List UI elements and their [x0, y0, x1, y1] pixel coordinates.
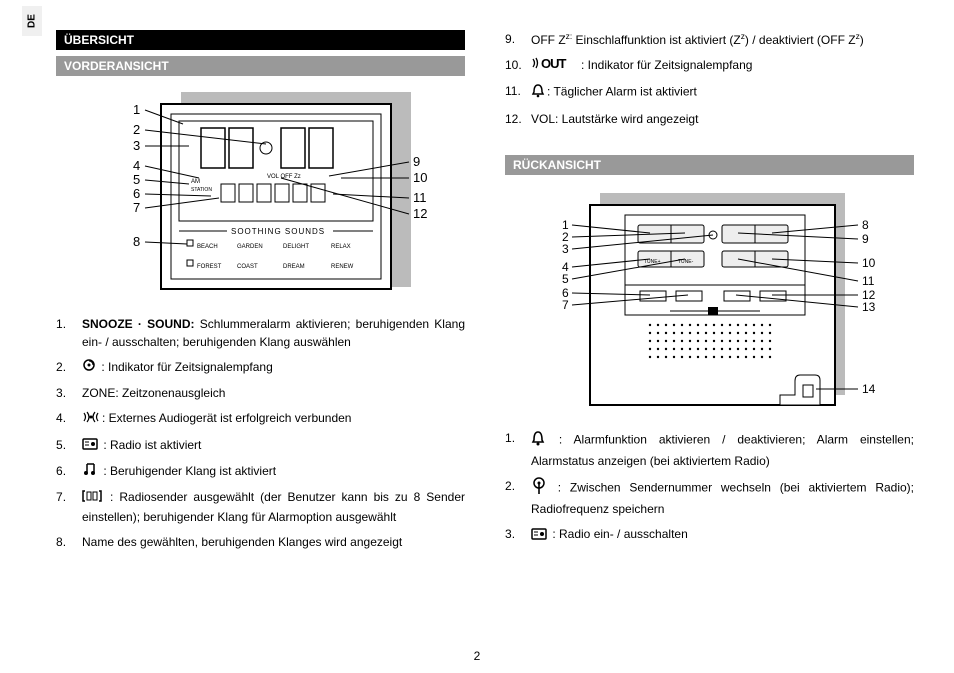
svg-text:9: 9 — [413, 154, 420, 169]
svg-text:RELAX: RELAX — [331, 244, 351, 250]
item-text: OFF Zz: Einschlaffunktion ist aktiviert … — [531, 33, 864, 47]
svg-text:3: 3 — [133, 138, 140, 153]
list-item: : Alarmfunktion aktivieren / deaktiviere… — [505, 429, 914, 470]
svg-text:7: 7 — [133, 200, 140, 215]
left-column: ÜBERSICHT VORDERANSICHT AM STATION — [56, 30, 465, 558]
item-text: Name des gewählten, beruhigenden Klanges… — [82, 535, 402, 549]
svg-text:12: 12 — [413, 206, 427, 221]
item-text: ZONE: Zeitzonenausgleich — [82, 386, 225, 400]
list-item: : Beruhigender Klang ist aktiviert — [56, 462, 465, 481]
svg-text:8: 8 — [133, 234, 140, 249]
svg-text:5: 5 — [133, 172, 140, 187]
radio-box-icon — [531, 526, 547, 545]
page-content: ÜBERSICHT VORDERANSICHT AM STATION — [0, 0, 954, 578]
front-view-figure: AM STATION VOL OFF Zz SOOTHING SOUNDS BE… — [56, 86, 465, 301]
music-note-icon — [82, 462, 98, 481]
item-text: VOL: Lautstärke wird angezeigt — [531, 112, 698, 126]
svg-text:8: 8 — [862, 218, 869, 232]
list-item: : Indikator für Zeitsignalempfang — [56, 358, 465, 377]
item-text: : Täglicher Alarm ist aktiviert — [547, 85, 697, 99]
svg-text:11: 11 — [862, 274, 875, 288]
svg-text:BEACH: BEACH — [197, 244, 218, 250]
station-brackets-icon — [82, 489, 102, 508]
item-text: : Indikator für Zeitsignalempfang — [98, 360, 273, 374]
svg-text:1: 1 — [133, 102, 140, 117]
list-item: : Radiosender ausgewählt (der Benutzer k… — [56, 488, 465, 525]
svg-text:13: 13 — [862, 300, 876, 314]
svg-text:GARDEN: GARDEN — [237, 244, 263, 250]
svg-text:OUT: OUT — [541, 56, 567, 70]
list-item: : Zwischen Sendernummer wechseln (bei ak… — [505, 477, 914, 518]
back-feature-list: : Alarmfunktion aktivieren / deaktiviere… — [505, 429, 914, 544]
item-text: : Radiosender ausgewählt (der Benutzer k… — [82, 490, 465, 523]
antenna-waves-icon — [82, 410, 100, 429]
overview-title: ÜBERSICHT — [56, 30, 465, 50]
list-item: ZONE: Zeitzonenausgleich — [56, 384, 465, 402]
backview-title: RÜCKANSICHT — [505, 155, 914, 175]
list-item: : Externes Audiogerät ist erfolgreich ve… — [56, 409, 465, 428]
list-item: OFF Zz: Einschlaffunktion ist aktiviert … — [505, 30, 914, 49]
bell-icon — [531, 82, 545, 103]
item-text: : Radio ein- / ausschalten — [549, 527, 688, 541]
right-column: OFF Zz: Einschlaffunktion ist aktiviert … — [505, 30, 914, 558]
svg-text:3: 3 — [562, 242, 569, 256]
svg-text:10: 10 — [862, 256, 876, 270]
svg-text:FOREST: FOREST — [197, 264, 222, 270]
svg-text:SOOTHING SOUNDS: SOOTHING SOUNDS — [231, 227, 325, 236]
svg-text:STATION: STATION — [191, 187, 212, 193]
svg-text:7: 7 — [562, 298, 569, 312]
out-signal-icon: OUT — [531, 56, 579, 75]
language-tab: DE — [22, 6, 42, 36]
list-item: Name des gewählten, beruhigenden Klanges… — [56, 533, 465, 551]
svg-text:9: 9 — [862, 232, 869, 246]
svg-text:RENEW: RENEW — [331, 264, 354, 270]
list-item: VOL: Lautstärke wird angezeigt — [505, 110, 914, 128]
svg-text:5: 5 — [562, 272, 569, 286]
page-number: 2 — [0, 649, 954, 663]
bell-icon — [531, 429, 545, 452]
item-text: : Radio ist aktiviert — [100, 438, 201, 452]
svg-text:4: 4 — [133, 158, 140, 173]
svg-text:AM: AM — [191, 179, 200, 185]
item-text: : Indikator für Zeitsignalempfang — [581, 58, 752, 72]
svg-text:11: 11 — [413, 190, 427, 205]
radio-box-icon — [82, 436, 98, 455]
svg-text:10: 10 — [413, 170, 427, 185]
list-item: OUT : Indikator für Zeitsignalempfang — [505, 56, 914, 75]
svg-text:2: 2 — [133, 122, 140, 137]
svg-text:6: 6 — [133, 186, 140, 201]
signal-circle-icon — [82, 358, 96, 377]
svg-text:COAST: COAST — [237, 264, 258, 270]
front-feature-list: SNOOZE · SOUND: Schlummeralarm aktiviere… — [56, 315, 465, 551]
svg-text:DELIGHT: DELIGHT — [283, 244, 309, 250]
item-bold: SNOOZE · SOUND: — [82, 317, 195, 331]
item-text: : Alarmfunktion aktivieren / deaktiviere… — [531, 433, 914, 468]
item-text: : Beruhigender Klang ist aktiviert — [100, 464, 276, 478]
back-view-figure: TUNE+ TUNE- — [505, 185, 914, 415]
list-item: : Täglicher Alarm ist aktiviert — [505, 82, 914, 103]
front-feature-list-cont: OFF Zz: Einschlaffunktion ist aktiviert … — [505, 30, 914, 128]
svg-text:DREAM: DREAM — [283, 264, 305, 270]
frontview-title: VORDERANSICHT — [56, 56, 465, 76]
antenna-circle-icon — [531, 477, 547, 500]
list-item: : Radio ein- / ausschalten — [505, 525, 914, 544]
list-item: : Radio ist aktiviert — [56, 436, 465, 455]
svg-text:14: 14 — [862, 382, 876, 396]
item-text: : Zwischen Sendernummer wechseln (bei ak… — [531, 481, 914, 516]
list-item: SNOOZE · SOUND: Schlummeralarm aktiviere… — [56, 315, 465, 351]
item-text: : Externes Audiogerät ist erfolgreich ve… — [102, 411, 351, 425]
